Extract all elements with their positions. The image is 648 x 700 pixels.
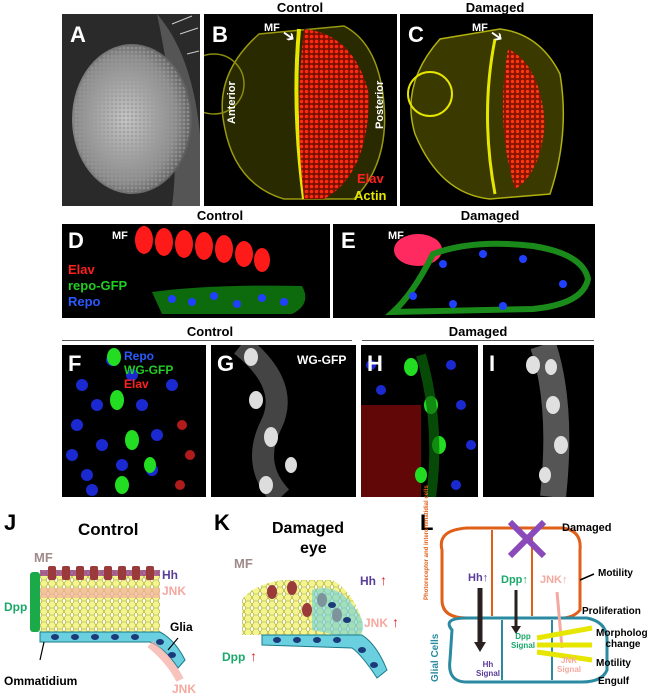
panel-f-graphic (66, 348, 195, 496)
panel-l-hh-signal-label: Hh Signal (475, 660, 500, 678)
panel-l-photoreceptor-label: Photoreceptor and interommatidial cells (424, 485, 430, 600)
panel-j-mf-label: MF (34, 550, 53, 565)
panel-h-graphic (361, 353, 476, 497)
panel-b-anterior-label: Anterior (226, 81, 238, 124)
panel-label-b: B (212, 22, 228, 47)
panel-l-dpp-signal-label: Dpp Signal (510, 632, 535, 650)
panel-label-g: G (217, 351, 235, 376)
panel-j-jnk-label: JNK (162, 584, 187, 598)
panel-k-title-line1: Damaged (272, 520, 345, 537)
panel-i-graphic (526, 345, 570, 497)
panel-l-hh-label: Hh↑ (468, 572, 489, 584)
panel-d-mf-label: MF (112, 230, 128, 242)
panel-f-wg-gfp-label: WG-GFP (124, 363, 174, 377)
panel-l-jnk-signal-label: JNK Signal (556, 656, 581, 674)
panel-label-c: C (408, 22, 424, 47)
panel-f-repo-label: Repo (124, 349, 154, 363)
panel-l-motility-top-label: Motility (598, 568, 633, 579)
panel-label-j: J (4, 510, 17, 535)
panel-l-morphology-label: Morphology change (596, 628, 648, 650)
panel-k-dpp-up-arrow: ↑ (250, 648, 257, 664)
panel-k-mf-label: MF (234, 556, 253, 571)
header-damaged-hi: Damaged (448, 324, 508, 339)
panel-label-k: K (214, 510, 230, 535)
panel-e-damaged-section: E MF (333, 224, 595, 318)
panel-d-repo-gfp-label: repo-GFP (68, 278, 128, 293)
panel-k-graphic (242, 580, 388, 679)
panel-d-repo-label: Repo (68, 294, 101, 309)
panel-k-jnk-label: JNK (364, 616, 389, 630)
panel-a-sem-image: A (62, 14, 200, 206)
panel-label-d: D (68, 228, 84, 253)
panel-label-f: F (68, 351, 82, 376)
panel-j-jnk-bottom-label: JNK (172, 682, 197, 696)
panel-l-dpp-label: Dpp↑ (501, 574, 528, 586)
divider-control (62, 340, 352, 341)
panel-j-graphic (30, 566, 186, 682)
panel-k-hh-label: Hh (360, 574, 376, 588)
panel-j-schematic: J Control MF Hh JNK Dpp Glia Ommatidium … (0, 510, 210, 696)
panel-k-hh-up-arrow: ↑ (380, 572, 387, 588)
panel-h-damaged-merge: H (361, 345, 478, 497)
panel-c-mf-label: MF (472, 22, 488, 34)
header-control-de: Control (196, 208, 244, 223)
panel-e-graphic (384, 234, 592, 316)
panel-k-jnk-up-arrow: ↑ (392, 614, 399, 630)
sem-eye-graphic (62, 14, 200, 206)
panel-k-dpp-label: Dpp (222, 650, 246, 664)
panel-label-i: I (489, 351, 496, 376)
panel-i-damaged-wg-gfp: I (483, 345, 594, 497)
panel-label-h: H (367, 351, 383, 376)
panel-f-elav-label: Elav (124, 377, 149, 391)
panel-l-engulf-label: Engulf (598, 676, 630, 687)
panel-l-glial-cells-label: Glial Cells (430, 633, 441, 682)
panel-j-ommatidium-label: Ommatidium (4, 674, 78, 688)
panel-label-a: A (70, 22, 86, 47)
panel-b-actin-label: Actin (354, 188, 387, 203)
panel-c-damaged-disc: C MF ➔ (400, 14, 593, 206)
header-control-top: Control (276, 0, 324, 15)
panel-j-hh-label: Hh (162, 568, 178, 582)
panel-b-elav-label: Elav (357, 171, 384, 186)
panel-g-wg-gfp-label: WG-GFP (297, 353, 347, 367)
panel-j-dpp-label: Dpp (4, 600, 28, 614)
panel-l-proliferation-label: Proliferation (582, 606, 641, 617)
panel-l-graphic (439, 519, 609, 684)
panel-b-mf-label: MF (264, 22, 280, 34)
panel-l-jnk-label: JNK↑ (540, 574, 568, 586)
header-damaged-top: Damaged (465, 0, 525, 15)
header-damaged-de: Damaged (460, 208, 520, 223)
panel-label-l: L (420, 510, 434, 535)
panel-d-elav-label: Elav (68, 262, 95, 277)
panel-e-mf-label: MF (388, 230, 404, 242)
panel-g-wg-gfp: G WG-GFP (211, 345, 356, 497)
panel-k-schematic: K Damaged eye MF Hh ↑ JNK ↑ Dpp ↑ (212, 510, 412, 695)
panel-b-control-disc: B MF ➔ Anterior Posterior Elav Actin (204, 14, 397, 206)
panel-c-graphic (407, 28, 565, 200)
divider-damaged (362, 340, 594, 341)
panel-b-posterior-label: Posterior (374, 80, 386, 129)
panel-j-glia-label: Glia (170, 620, 193, 634)
panel-d-graphic (135, 226, 306, 314)
panel-j-title: Control (78, 520, 139, 539)
panel-d-control-section: D MF Elav repo-GFP Repo (62, 224, 330, 318)
panel-l-model: L Damaged Photoreceptor and interommatid… (412, 485, 648, 695)
panel-k-title-line2: eye (300, 540, 327, 557)
panel-l-damaged-label: Damaged (562, 522, 612, 534)
panel-l-motility-label: Motility (596, 658, 631, 669)
panel-b-graphic (204, 25, 386, 200)
panel-label-e: E (341, 228, 356, 253)
panel-g-graphic (233, 345, 297, 497)
panel-f-merge: F Repo WG-GFP Elav (62, 345, 206, 497)
header-control-fg: Control (186, 324, 234, 339)
